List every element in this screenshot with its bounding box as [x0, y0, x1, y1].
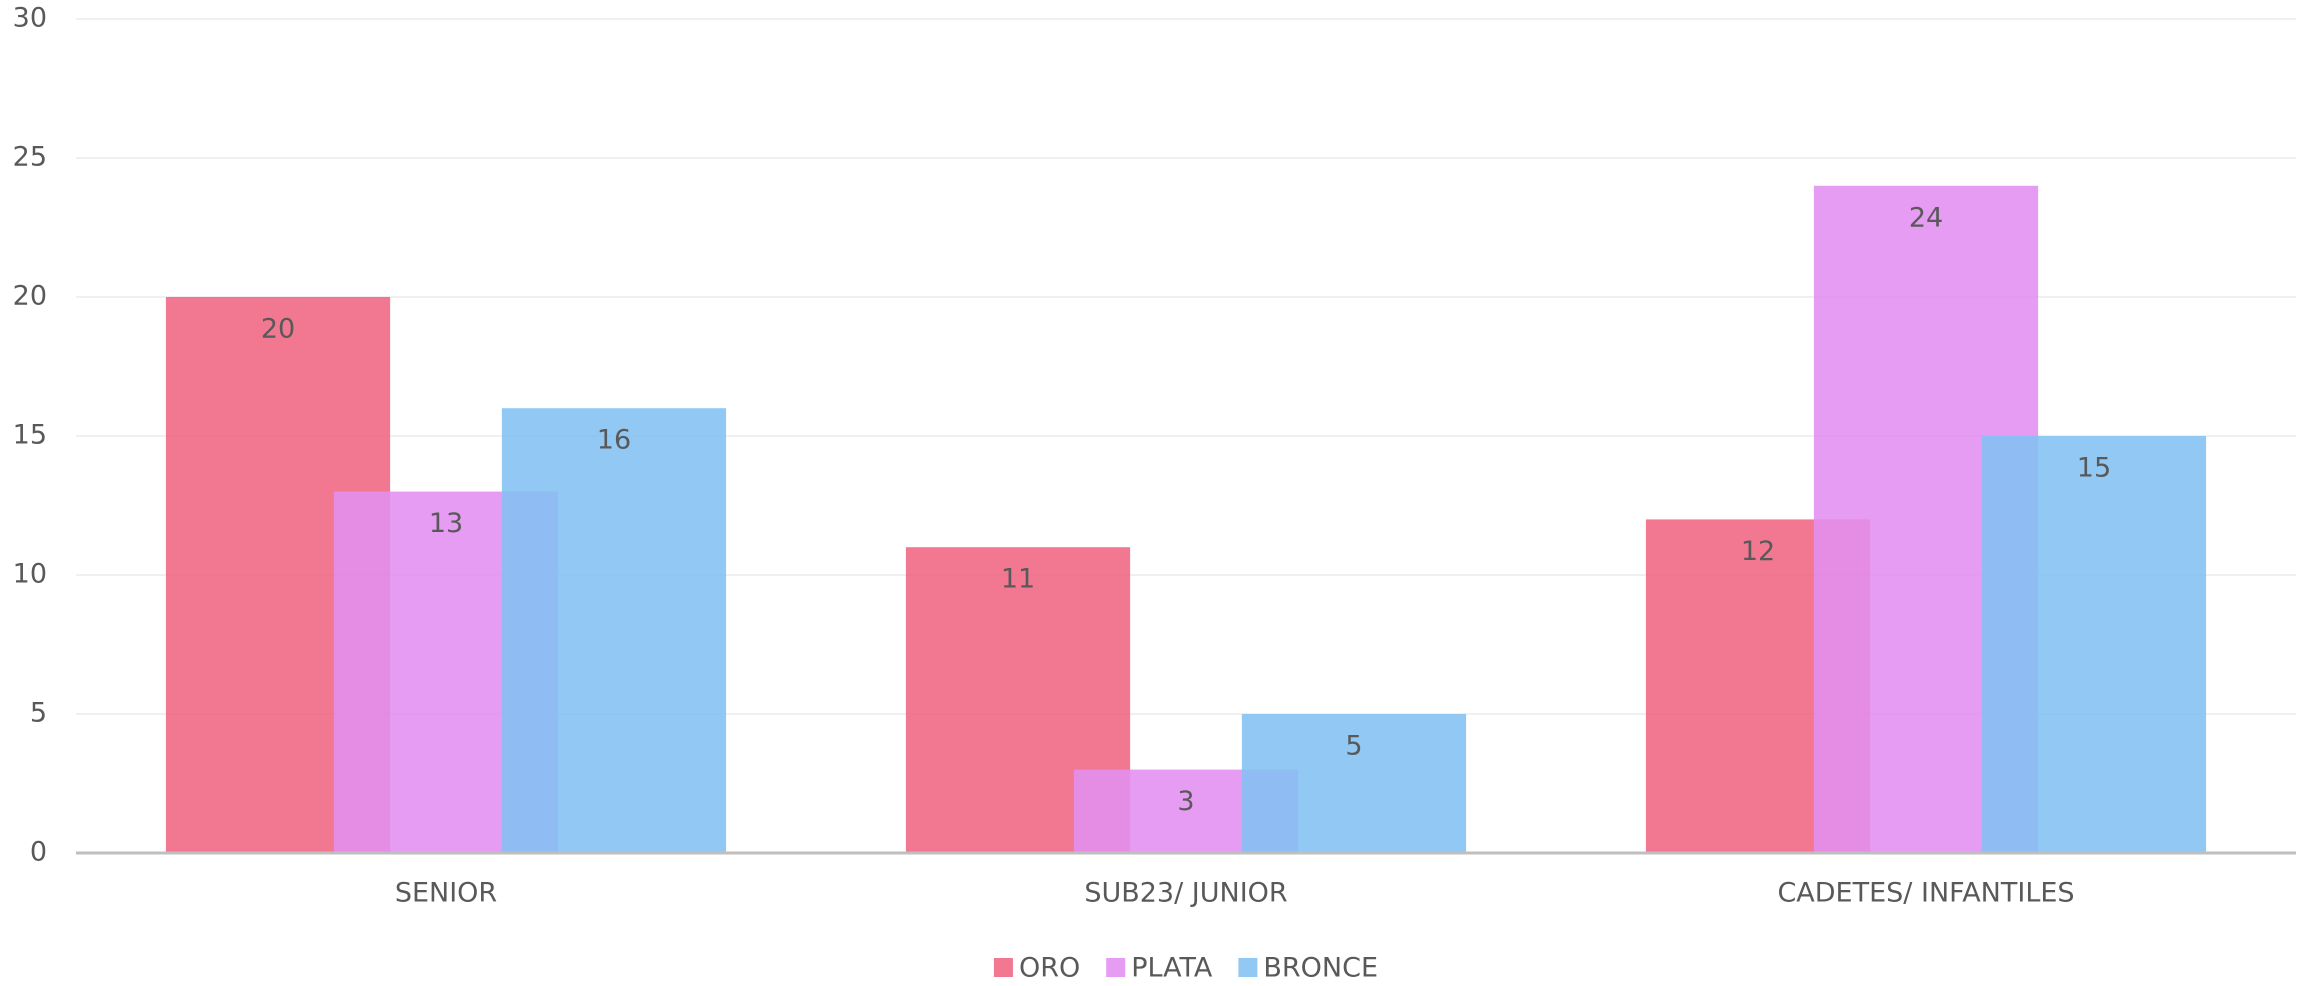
bar — [501, 408, 727, 853]
y-tick-label: 25 — [13, 142, 47, 173]
data-label: 16 — [597, 425, 631, 456]
y-tick-label: 0 — [30, 837, 47, 868]
y-tick-label: 20 — [13, 281, 47, 312]
x-tick-label: CADETES/ INFANTILES — [1777, 878, 2074, 909]
data-label: 5 — [1345, 731, 1362, 762]
legend-swatch — [1106, 958, 1126, 977]
legend: ORO PLATA BRONCE — [993, 953, 1378, 984]
data-label: 3 — [1177, 786, 1194, 817]
x-tick-label: SUB23/ JUNIOR — [1084, 878, 1287, 909]
legend-label: PLATA — [1131, 953, 1213, 983]
bar — [1981, 436, 2207, 853]
data-label: 24 — [1909, 202, 1943, 233]
y-tick-label: 10 — [13, 559, 47, 590]
data-label: 13 — [429, 508, 463, 539]
data-label: 15 — [2077, 453, 2111, 484]
legend-swatch — [993, 958, 1013, 977]
data-label: 11 — [1001, 564, 1035, 595]
legend-label: BRONCE — [1263, 953, 1378, 983]
y-tick-label: 15 — [13, 420, 47, 451]
data-label: 20 — [261, 314, 295, 345]
y-tick-label: 30 — [13, 3, 47, 34]
x-tick-label: SENIOR — [395, 878, 497, 909]
data-label: 12 — [1741, 536, 1775, 567]
y-tick-label: 5 — [30, 698, 47, 729]
bar — [1241, 714, 1467, 853]
legend-swatch — [1238, 958, 1258, 977]
legend-label: ORO — [1019, 953, 1080, 983]
